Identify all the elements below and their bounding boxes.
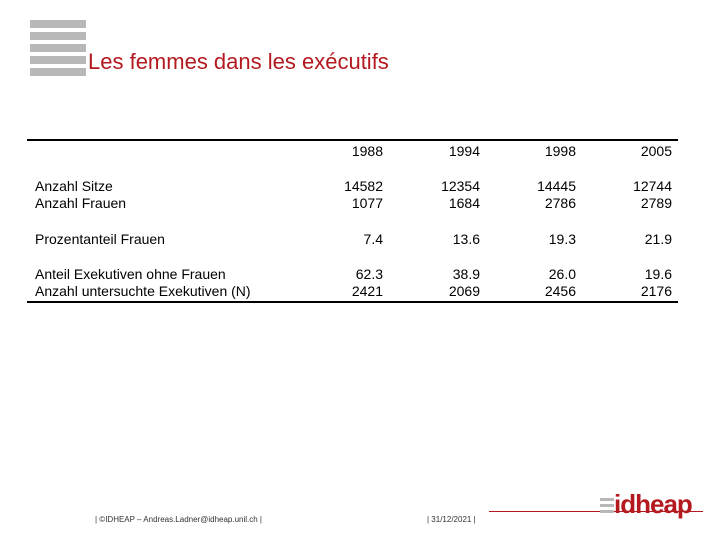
table-cell: 2456 xyxy=(544,283,576,299)
table-top-rule xyxy=(27,139,678,141)
table-cell: 14445 xyxy=(537,178,576,194)
row-label: Anzahl Frauen xyxy=(35,195,127,211)
year-header: 1998 xyxy=(544,143,576,159)
row-label: Anzahl Sitze xyxy=(35,178,113,194)
table-cell: 19.6 xyxy=(644,266,672,282)
table-cell: 13.6 xyxy=(452,231,480,247)
table-cell: 2786 xyxy=(544,195,576,211)
table-bottom-rule xyxy=(27,301,678,303)
table-cell: 26.0 xyxy=(548,266,576,282)
year-header: 2005 xyxy=(640,143,672,159)
row-label: Anteil Exekutiven ohne Frauen xyxy=(35,266,226,282)
table-cell: 2069 xyxy=(448,283,480,299)
table-cell: 19.3 xyxy=(548,231,576,247)
table-cell: 21.9 xyxy=(644,231,672,247)
table-cell: 7.4 xyxy=(363,231,383,247)
footer-date: | 31/12/2021 | xyxy=(427,515,476,524)
table-cell: 1684 xyxy=(448,195,480,211)
footer-contact: | ©IDHEAP – Andreas.Ladner@idheap.unil.c… xyxy=(95,515,263,524)
table-cell: 14582 xyxy=(344,178,383,194)
bar-4 xyxy=(30,56,86,64)
year-header: 1994 xyxy=(448,143,480,159)
year-header: 1988 xyxy=(351,143,383,159)
bar-3 xyxy=(30,44,86,52)
row-label: Prozentanteil Frauen xyxy=(35,231,165,247)
table-cell: 62.3 xyxy=(355,266,383,282)
table-cell: 1077 xyxy=(351,195,383,211)
table-cell: 38.9 xyxy=(452,266,480,282)
bar-2 xyxy=(30,32,86,40)
table-cell: 2176 xyxy=(640,283,672,299)
table-cell: 12744 xyxy=(633,178,672,194)
slide-title: Les femmes dans les exécutifs xyxy=(88,49,389,74)
table-cell: 2789 xyxy=(640,195,672,211)
table-cell: 12354 xyxy=(441,178,480,194)
bar-5 xyxy=(30,68,86,76)
row-label: Anzahl untersuchte Exekutiven (N) xyxy=(35,283,251,299)
table-cell: 2421 xyxy=(351,283,383,299)
bar-1 xyxy=(30,20,86,28)
footer-divider xyxy=(489,511,703,512)
idheap-logo: idheap xyxy=(614,489,693,519)
